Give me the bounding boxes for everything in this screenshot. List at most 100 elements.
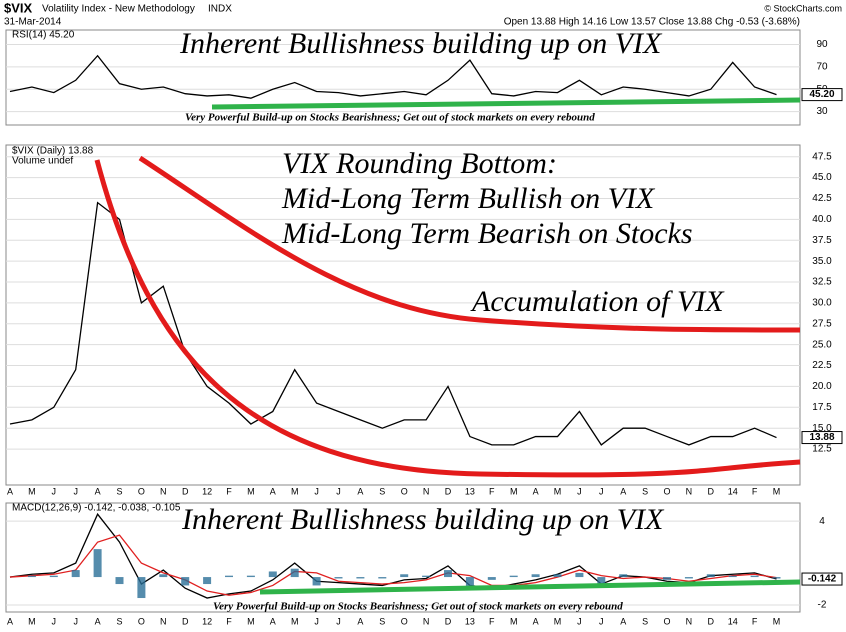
y-tick-label: 35.0	[812, 256, 832, 267]
x-tick-label: N	[423, 616, 430, 626]
y-tick-label: 15.0	[812, 423, 832, 434]
x-tick-label: M	[247, 616, 255, 626]
histogram-bar	[312, 577, 321, 586]
histogram-bar	[334, 577, 343, 579]
x-tick-label: M	[28, 486, 36, 496]
y-tick-label: -2	[818, 600, 827, 611]
histogram-bar	[356, 577, 365, 579]
y-tick-label: 90	[816, 39, 828, 50]
x-tick-label: D	[182, 486, 189, 496]
x-tick-label: A	[620, 486, 626, 496]
x-tick-label: A	[7, 486, 13, 496]
histogram-bar	[444, 570, 452, 578]
x-tick-label: M	[773, 616, 781, 626]
x-tick-label: J	[577, 486, 582, 496]
x-tick-label: A	[7, 616, 13, 626]
histogram-bar	[93, 549, 102, 578]
quote: Open 13.88 High 14.16 Low 13.57 Close 13…	[504, 17, 800, 28]
macd-label: MACD(12,26,9) -0.142, -0.038, -0.105	[12, 503, 181, 514]
histogram-bar	[400, 574, 409, 578]
series-line	[9, 534, 777, 596]
x-tick-label: 14	[728, 486, 738, 496]
x-tick-label: N	[423, 486, 430, 496]
histogram-bar	[137, 577, 146, 599]
x-tick-label: M	[773, 486, 781, 496]
histogram-bar	[378, 577, 387, 579]
x-tick-label: F	[752, 616, 758, 626]
x-tick-label: A	[95, 486, 101, 496]
source: © StockCharts.com	[764, 3, 842, 13]
subtitle: Mid-Long Term Bullish on VIX	[281, 182, 656, 215]
x-tick-label: N	[686, 616, 693, 626]
y-tick-label: 42.5	[812, 193, 832, 204]
last-value-label: 13.88	[809, 432, 834, 443]
x-tick-label: M	[247, 486, 255, 496]
x-tick-label: F	[226, 486, 232, 496]
series-line	[9, 54, 777, 99]
histogram-bar	[575, 572, 584, 578]
histogram-bar	[728, 575, 737, 578]
x-tick-label: 12	[202, 616, 212, 626]
last-value-label: 45.20	[809, 89, 834, 100]
histogram-bar	[487, 577, 496, 580]
last-value-box	[801, 572, 843, 586]
x-tick-label: M	[291, 616, 299, 626]
x-tick-label: 13	[465, 486, 475, 496]
y-tick-label: 32.5	[812, 277, 832, 288]
title: VIX Rounding Bottom:	[282, 147, 557, 180]
date: 31-Mar-2014	[4, 17, 62, 28]
y-tick-label: 22.5	[812, 360, 832, 371]
x-tick-label: J	[314, 616, 319, 626]
x-tick-label: F	[489, 486, 495, 496]
x-tick-label: 14	[728, 616, 738, 626]
x-tick-label: J	[314, 486, 319, 496]
histogram-bar	[706, 574, 715, 578]
index-name: Volatility Index - New Methodology	[42, 4, 195, 15]
x-tick-label: F	[752, 486, 758, 496]
histogram-bar	[509, 575, 518, 578]
x-tick-label: A	[357, 486, 363, 496]
note: Very Powerful Build-up on Stocks Bearish…	[213, 601, 623, 613]
histogram-bar	[531, 574, 540, 578]
y-tick-label: 12.5	[812, 444, 832, 455]
x-tick-label: O	[401, 486, 408, 496]
note: Very Powerful Build-up on Stocks Bearish…	[185, 112, 595, 124]
x-tick-label: S	[116, 486, 122, 496]
x-tick-label: J	[336, 486, 341, 496]
exchange: INDX	[208, 4, 232, 15]
histogram-bar	[246, 575, 255, 578]
y-tick-label: 27.5	[812, 318, 832, 329]
histogram-bar	[290, 568, 299, 578]
x-tick-label: A	[270, 486, 276, 496]
histogram-bar	[49, 575, 58, 578]
x-tick-label: F	[226, 616, 232, 626]
x-tick-label: F	[489, 616, 495, 626]
y-tick-label: 30.0	[812, 298, 832, 309]
last-value-label: -0.142	[808, 574, 837, 585]
histogram-bar	[465, 577, 474, 587]
x-tick-label: D	[445, 486, 452, 496]
x-tick-label: J	[599, 486, 604, 496]
x-tick-label: D	[445, 616, 452, 626]
x-tick-label: M	[554, 616, 562, 626]
histogram-bar	[181, 577, 190, 586]
price-label: $VIX (Daily) 13.88	[12, 146, 94, 157]
support-line	[259, 579, 801, 595]
x-tick-label: N	[160, 616, 167, 626]
x-tick-label: J	[599, 616, 604, 626]
y-tick-label: 4	[819, 516, 825, 527]
rounding-curve	[94, 159, 801, 478]
histogram-bar	[159, 574, 168, 578]
x-tick-label: J	[577, 616, 582, 626]
y-tick-label: 40.0	[812, 214, 832, 225]
x-tick-label: A	[95, 616, 101, 626]
x-tick-label: S	[379, 616, 385, 626]
x-tick-label: J	[52, 486, 57, 496]
x-tick-label: A	[533, 616, 539, 626]
x-tick-label: S	[116, 616, 122, 626]
y-tick-label: 20.0	[812, 381, 832, 392]
histogram-bar	[772, 577, 781, 579]
rsi-panel	[5, 29, 801, 126]
y-tick-label: 45.0	[812, 172, 832, 183]
